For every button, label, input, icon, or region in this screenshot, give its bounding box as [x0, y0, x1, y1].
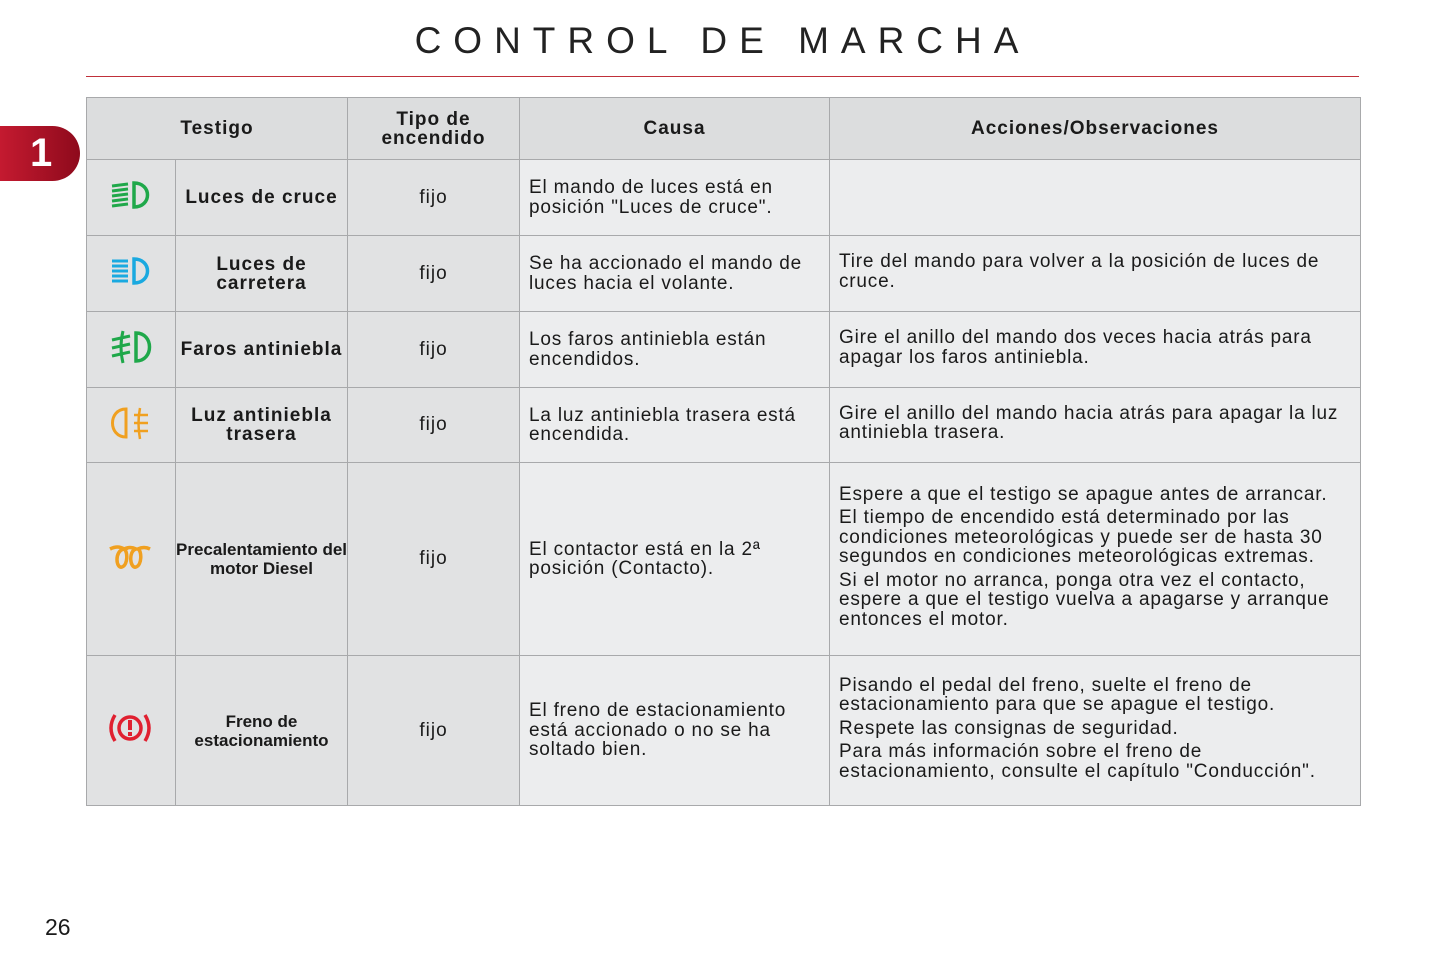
table-row: Luces de cruce fijo El mando de luces es…	[86, 159, 1361, 236]
header-tipo: Tipo de encendido	[347, 97, 520, 160]
indicator-cell	[86, 159, 176, 236]
high-beam-icon	[112, 257, 150, 285]
header-causa: Causa	[519, 97, 830, 160]
actions-cell: Gire el anillo del mando dos veces hacia…	[829, 311, 1361, 388]
indicator-name: Faros antiniebla	[175, 311, 348, 388]
page-title: CONTROL DE MARCHA	[414, 20, 1031, 61]
cause-text: La luz antiniebla trasera está encendida…	[519, 387, 830, 463]
table-row: Luces de carretera fijo Se ha accionado …	[86, 235, 1361, 312]
activation-type: fijo	[347, 387, 520, 463]
indicator-name: Precalentamiento del motor Diesel	[175, 462, 348, 656]
indicator-name: Luces de cruce	[175, 159, 348, 236]
actions-cell: Gire el anillo del mando hacia atrás par…	[829, 387, 1361, 463]
cause-text: El contactor está en la 2ª posición (Con…	[519, 462, 830, 656]
warning-lights-table: Testigo Tipo de encendido Causa Acciones…	[86, 97, 1361, 806]
actions-cell	[829, 159, 1361, 236]
indicator-cell	[86, 311, 176, 388]
action-text: Respete las consignas de seguridad.	[839, 717, 1179, 739]
indicator-name: Luces de carretera	[175, 235, 348, 312]
actions-cell: Espere a que el testigo se apague antes …	[829, 462, 1361, 656]
parking-brake-icon	[109, 714, 151, 742]
cause-text: El mando de luces está en posición "Luce…	[519, 159, 830, 236]
indicator-cell	[86, 655, 176, 806]
indicator-cell	[86, 235, 176, 312]
action-text: Gire el anillo del mando hacia atrás par…	[839, 402, 1339, 443]
indicator-name: Freno de estacionamiento	[175, 655, 348, 806]
glow-plug-icon	[109, 544, 151, 569]
activation-type: fijo	[347, 235, 520, 312]
table-row: Luz antiniebla trasera fijo La luz antin…	[86, 387, 1361, 463]
table-row: Freno de estacionamiento fijo El freno d…	[86, 655, 1361, 806]
action-text: Espere a que el testigo se apague antes …	[839, 483, 1328, 505]
page-number: 26	[45, 914, 71, 940]
action-text: Si el motor no arranca, ponga otra vez e…	[839, 569, 1330, 630]
cause-text: Se ha accionado el mando de luces hacia …	[519, 235, 830, 312]
indicator-name: Luz antiniebla trasera	[175, 387, 348, 463]
chapter-tab: 1	[0, 126, 80, 181]
rear-fog-light-icon	[111, 406, 148, 439]
indicator-cell	[86, 462, 176, 656]
header-testigo: Testigo	[86, 97, 348, 160]
activation-type: fijo	[347, 462, 520, 656]
action-text: Pisando el pedal del freno, suelte el fr…	[839, 674, 1276, 716]
activation-type: fijo	[347, 311, 520, 388]
activation-type: fijo	[347, 655, 520, 806]
header-acciones: Acciones/Observaciones	[829, 97, 1361, 160]
activation-type: fijo	[347, 159, 520, 236]
table-row: Faros antiniebla fijo Los faros antinieb…	[86, 311, 1361, 388]
low-beam-icon	[111, 181, 150, 209]
table-row: Precalentamiento del motor Diesel fijo E…	[86, 462, 1361, 656]
indicator-cell	[86, 387, 176, 463]
cause-text: Los faros antiniebla están encendidos.	[519, 311, 830, 388]
action-text: Gire el anillo del mando dos veces hacia…	[839, 327, 1312, 368]
action-text: El tiempo de encendido está determinado …	[839, 507, 1323, 568]
action-text: Tire del mando para volver a la posición…	[839, 251, 1320, 292]
cause-text: El freno de estacionamiento está acciona…	[519, 655, 830, 806]
action-text: Para más información sobre el freno de e…	[839, 741, 1316, 782]
actions-cell: Pisando el pedal del freno, suelte el fr…	[829, 655, 1361, 806]
actions-cell: Tire del mando para volver a la posición…	[829, 235, 1361, 312]
title-divider	[86, 76, 1359, 77]
front-fog-light-icon	[111, 330, 152, 364]
